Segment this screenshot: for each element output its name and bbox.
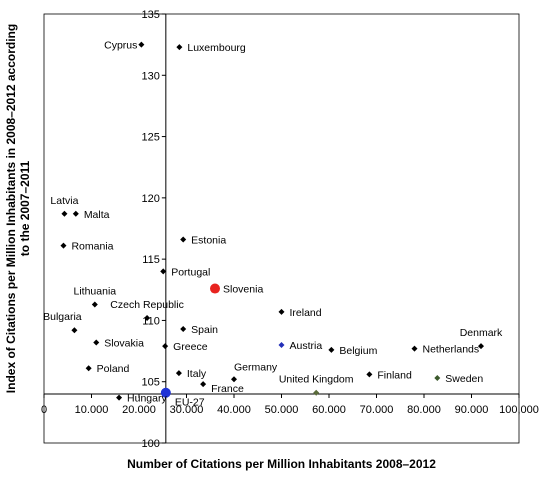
x-tick-label: 20.000 (122, 404, 156, 416)
x-tick-label: 0 (41, 404, 47, 416)
ticks: 0 10.000 20.000 30.000 40.000 50.000 60.000 70.… (41, 9, 539, 450)
x-tick-label: 100,000 (499, 404, 539, 416)
data-point-sweden (434, 375, 441, 382)
y-tick-label: 130 (141, 70, 159, 82)
x-tick-label: 60.000 (312, 404, 346, 416)
data-point-lithuania (91, 301, 98, 308)
data-point-eu-27 (160, 387, 171, 398)
point-label-portugal: Portugal (171, 266, 210, 278)
point-label-belgium: Belgium (339, 345, 377, 357)
point-label-greece: Greece (173, 341, 208, 353)
point-label-cyprus: Cyprus (104, 40, 137, 52)
point-label-czech-republic: Czech Republic (110, 299, 184, 311)
point-label-bulgaria: Bulgaria (43, 311, 82, 323)
x-tick-label: 10.000 (75, 404, 109, 416)
data-point-hungary (116, 394, 123, 401)
data-point-belgium (328, 346, 335, 353)
point-labels: Cyprus Luxembourg Latvia Malta Romania Estoni… (43, 40, 503, 409)
point-label-malta: Malta (84, 209, 110, 221)
data-point-luxembourg (176, 44, 183, 51)
point-label-denmark: Denmark (460, 327, 503, 339)
point-label-slovenia: Slovenia (223, 284, 263, 296)
data-point-poland (85, 365, 92, 372)
x-tick-label: 50.000 (265, 404, 299, 416)
data-point-netherlands (411, 345, 418, 352)
x-tick-label: 90.000 (455, 404, 489, 416)
data-point-italy (175, 370, 182, 377)
data-point-greece (162, 343, 169, 350)
data-point-spain (180, 326, 187, 333)
x-tick-label: 80.000 (407, 404, 441, 416)
point-label-latvia: Latvia (50, 195, 78, 207)
data-point-malta (72, 210, 79, 217)
point-label-sweden: Sweden (445, 373, 483, 385)
data-point-romania (60, 242, 67, 249)
point-label-eu-27: EU-27 (175, 397, 205, 409)
data-point-ireland (278, 308, 285, 315)
data-point-slovakia (93, 339, 100, 346)
x-axis-title: Number of Citations per Million Inhabita… (127, 457, 436, 471)
y-tick-label: 105 (141, 377, 159, 389)
x-tick-label: 70.000 (360, 404, 394, 416)
data-point-slovenia (210, 283, 220, 294)
point-label-slovakia: Slovakia (104, 337, 144, 349)
y-tick-label: 100 (141, 438, 159, 450)
y-axis-title-line-1: Index of Citations per Million Inhabitan… (4, 24, 18, 393)
y-tick-label: 135 (141, 9, 159, 21)
point-label-estonia: Estonia (191, 235, 226, 247)
y-tick-label: 120 (141, 193, 159, 205)
point-label-hungary: Hungary (127, 393, 167, 405)
point-label-poland: Poland (97, 363, 130, 375)
data-point-cyprus (138, 41, 145, 48)
point-label-lithuania: Lithuania (74, 285, 117, 297)
data-point-denmark (478, 343, 484, 350)
point-label-spain: Spain (191, 324, 218, 336)
point-label-france: France (211, 383, 244, 395)
data-point-united-kingdom (313, 389, 320, 396)
x-tick-label: 40.000 (217, 404, 251, 416)
data-point-germany (231, 376, 237, 383)
data-point-czech-republic (144, 314, 151, 321)
data-point-bulgaria (71, 327, 78, 334)
point-label-austria: Austria (290, 340, 323, 352)
point-label-germany: Germany (234, 361, 278, 373)
y-tick-label: 125 (141, 132, 159, 144)
y-tick-label: 115 (142, 254, 160, 266)
data-point-latvia (61, 210, 68, 217)
y-axis-title-line-2: to the 2007–2011 (18, 160, 32, 256)
point-label-netherlands: Netherlands (423, 344, 480, 356)
data-point-finland (366, 371, 373, 378)
data-point-austria (278, 341, 285, 348)
data-points (60, 41, 484, 401)
point-label-romania: Romania (71, 241, 113, 253)
point-label-italy: Italy (187, 368, 207, 380)
point-label-ireland: Ireland (290, 307, 322, 319)
data-point-estonia (180, 236, 187, 243)
data-point-portugal (160, 268, 167, 275)
point-label-finland: Finland (377, 369, 412, 381)
point-label-united-kingdom: United Kingdom (279, 374, 354, 386)
plot-area-border (43, 13, 520, 444)
point-label-luxembourg: Luxembourg (187, 42, 246, 54)
data-point-france (200, 381, 207, 388)
x-tick-label: 30.000 (170, 404, 204, 416)
